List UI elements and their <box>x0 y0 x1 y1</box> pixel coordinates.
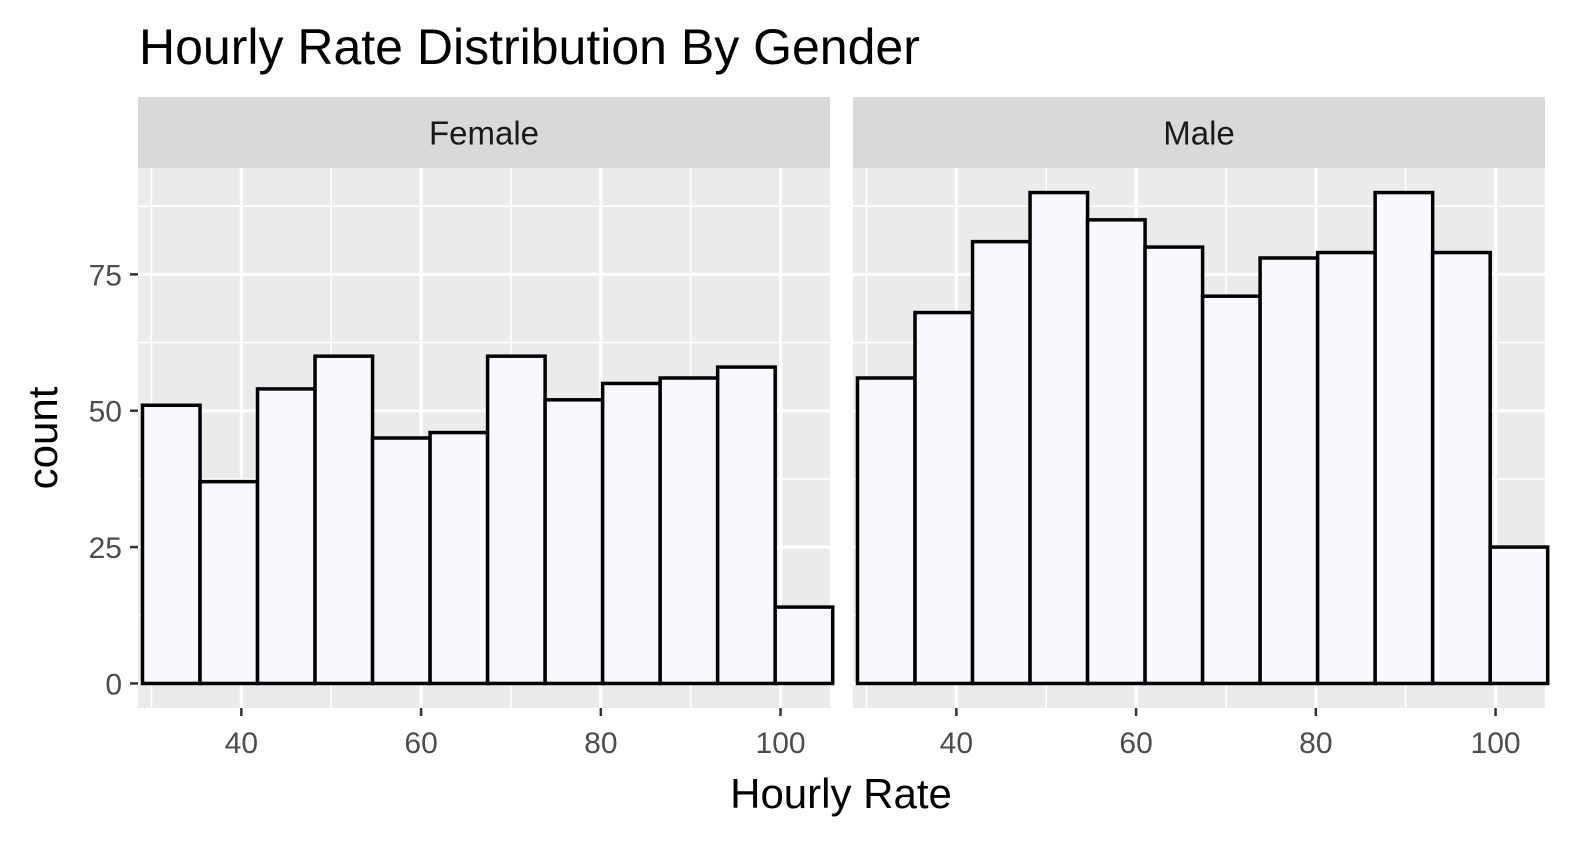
y-axis: 0 25 50 75 <box>89 259 138 701</box>
histogram-bar <box>198 479 260 686</box>
facet-strip <box>138 97 830 168</box>
y-tick-label: 75 <box>89 259 122 292</box>
y-axis-title: count <box>19 386 66 489</box>
histogram-bar <box>1430 250 1492 686</box>
histogram-bar <box>428 430 490 686</box>
facet-panels: Female 40 60 80 100 Male 40 60 80 100 <box>138 97 1550 760</box>
histogram-bar <box>485 354 547 686</box>
x-tick-label: 100 <box>1471 727 1521 760</box>
histogram-bar <box>1085 218 1147 686</box>
histogram-bar <box>1315 250 1377 686</box>
y-tick-label: 25 <box>89 532 122 565</box>
histogram-bar <box>773 605 835 686</box>
histogram-bar <box>1488 545 1550 686</box>
histogram-bar <box>1200 294 1262 686</box>
facet-strip <box>853 97 1545 168</box>
x-tick-label: 60 <box>404 727 437 760</box>
histogram-bar <box>313 354 375 686</box>
histogram-bar <box>855 376 917 686</box>
histogram-bar <box>370 436 432 686</box>
x-tick-label: 80 <box>1299 727 1332 760</box>
y-tick-label: 0 <box>105 668 122 701</box>
histogram-bar <box>1143 245 1205 686</box>
histogram-bar <box>1258 256 1320 686</box>
x-tick-label: 40 <box>225 727 258 760</box>
facet-strip-label: Female <box>429 115 539 152</box>
histogram-bar <box>658 376 720 686</box>
histogram-bar <box>140 403 202 686</box>
chart-title: Hourly Rate Distribution By Gender <box>139 19 920 75</box>
x-axis-title: Hourly Rate <box>730 770 952 817</box>
facet-strip-label: Male <box>1163 115 1235 152</box>
x-tick-label: 60 <box>1119 727 1152 760</box>
histogram-bar <box>1373 190 1435 686</box>
x-tick-label: 80 <box>584 727 617 760</box>
histogram-bar <box>255 387 317 686</box>
facet-panel-female: Female 40 60 80 100 <box>138 97 835 760</box>
y-tick-label: 50 <box>89 396 122 429</box>
histogram-bar <box>913 310 975 686</box>
x-tick-label: 40 <box>940 727 973 760</box>
facet-panel-male: Male 40 60 80 100 <box>853 97 1550 760</box>
histogram-bar <box>715 365 777 686</box>
x-tick-label: 100 <box>756 727 806 760</box>
histogram-bar <box>970 239 1032 686</box>
histogram-bar <box>600 381 662 686</box>
histogram-bar <box>1028 190 1090 686</box>
histogram-bar <box>543 398 605 686</box>
